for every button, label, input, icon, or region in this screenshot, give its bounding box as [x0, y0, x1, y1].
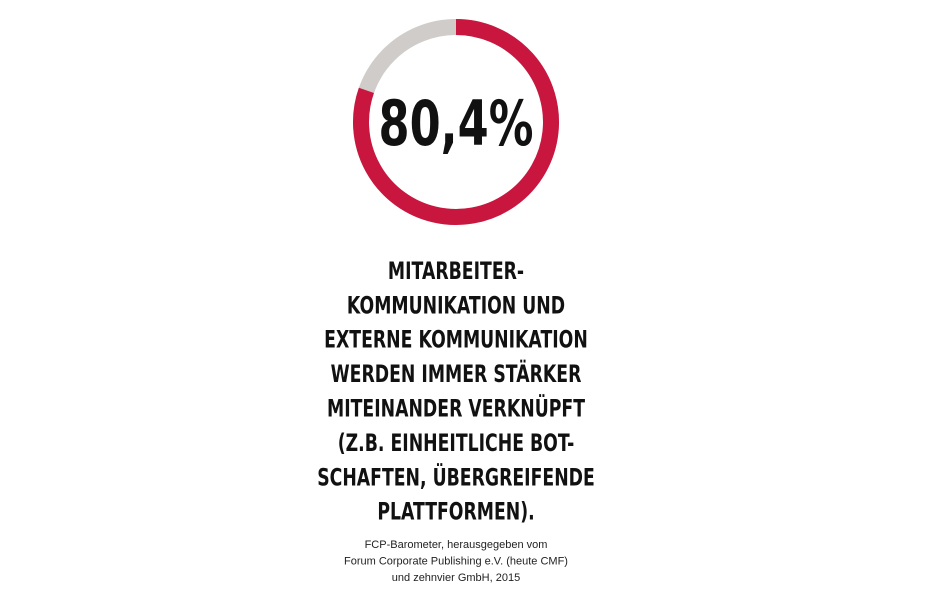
description-line: EXTERNE KOMMUNIKATION: [324, 326, 588, 354]
source-line: FCP-Barometer, herausgegeben vom: [365, 539, 548, 551]
description-line: SCHAFTEN, ÜBERGREIFENDE: [317, 462, 595, 491]
description-line: PLATTFORMEN).: [377, 498, 534, 526]
description-line: WERDEN IMMER STÄRKER: [331, 359, 582, 388]
source-line: und zehnvier GmbH, 2015: [392, 572, 520, 584]
value-label: 80,4%: [379, 87, 534, 159]
description-line: MITEINANDER VERKNÜPFT: [327, 394, 586, 423]
description-line: (Z.B. EINHEITLICHE BOT-: [338, 429, 575, 457]
source: FCP-Barometer, herausgegeben vom Forum Co…: [344, 539, 568, 584]
description-line: MITARBEITER-: [388, 257, 524, 285]
donut-segment: [353, 19, 559, 225]
source-line: Forum Corporate Publishing e.V. (heute C…: [344, 555, 568, 567]
description: MITARBEITER- KOMMUNIKATION UND EXTERNE KOM…: [317, 257, 595, 525]
description-line: KOMMUNIKATION UND: [347, 291, 565, 319]
